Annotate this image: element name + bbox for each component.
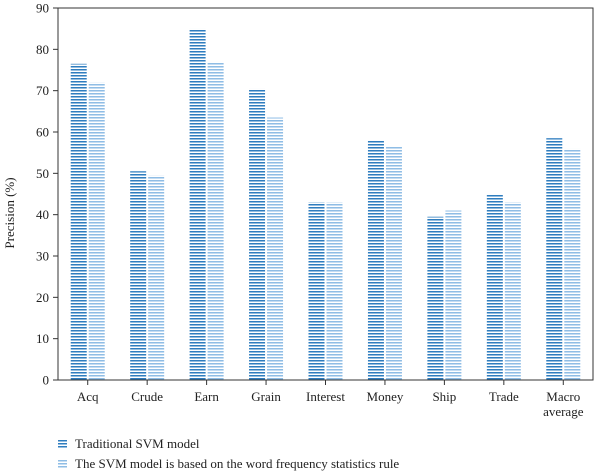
bar-traditional-svm: [308, 202, 325, 380]
bar-word-frequency-svm: [445, 210, 462, 380]
y-tick-label: 60: [36, 125, 49, 140]
x-tick-label: Crude: [131, 389, 163, 404]
legend-label-word-frequency-svm: The SVM model is based on the word frequ…: [75, 456, 400, 471]
bar-word-frequency-svm: [207, 61, 224, 380]
bar-traditional-svm: [367, 140, 384, 380]
bar-word-frequency-svm: [88, 82, 105, 381]
y-tick-label: 20: [36, 290, 49, 305]
x-tick-label: Earn: [194, 389, 219, 404]
legend-item-traditional-svm: Traditional SVM model: [58, 434, 399, 454]
bar-traditional-svm: [70, 63, 87, 381]
bar-word-frequency-svm: [267, 117, 284, 381]
y-tick-label: 40: [36, 207, 49, 222]
y-tick-label: 70: [36, 83, 49, 98]
bar-traditional-svm: [189, 28, 206, 381]
y-tick-label: 50: [36, 166, 49, 181]
bar-traditional-svm: [249, 88, 266, 380]
x-tick-label: Macro average: [543, 389, 584, 419]
x-tick-label: Trade: [489, 389, 519, 404]
bar-traditional-svm: [427, 216, 444, 380]
x-tick-label: Acq: [77, 389, 99, 404]
bar-traditional-svm: [546, 138, 563, 380]
legend-swatch-word-frequency-svm: [58, 459, 67, 469]
bar-word-frequency-svm: [564, 148, 581, 380]
legend: Traditional SVM model The SVM model is b…: [58, 434, 399, 474]
x-tick-label: Grain: [251, 389, 281, 404]
bar-word-frequency-svm: [148, 175, 165, 380]
y-tick-label: 80: [36, 42, 49, 57]
bar-word-frequency-svm: [385, 146, 402, 380]
y-tick-label: 10: [36, 331, 49, 346]
x-tick-label: Money: [367, 389, 404, 404]
bar-traditional-svm: [130, 171, 147, 380]
legend-swatch-traditional-svm: [58, 439, 67, 449]
legend-label-traditional-svm: Traditional SVM model: [75, 436, 200, 451]
bar-word-frequency-svm: [504, 202, 521, 380]
y-tick-label: 30: [36, 249, 49, 264]
x-tick-label: Interest: [306, 389, 345, 404]
bar-chart: 0 10 20 30 40 50 60 70 80 90 Acq Crude Earn Grain Inte…: [2, 1, 594, 419]
y-axis-title: Precision (%): [2, 177, 17, 248]
y-tick-label: 90: [36, 1, 49, 16]
bar-traditional-svm: [486, 194, 503, 380]
x-tick-label: Ship: [432, 389, 456, 404]
y-tick-label: 0: [43, 373, 50, 388]
legend-item-word-frequency-svm: The SVM model is based on the word frequ…: [58, 454, 399, 474]
bar-word-frequency-svm: [326, 202, 343, 380]
